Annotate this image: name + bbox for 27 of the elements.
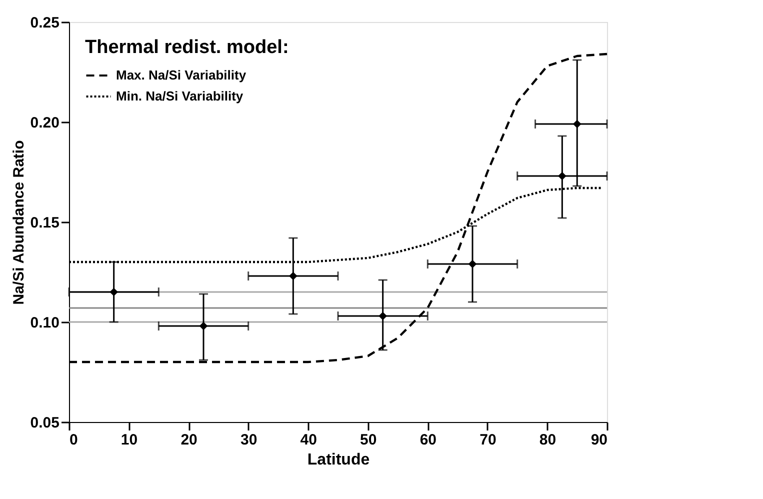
x-tick-label: 40 — [300, 432, 317, 448]
x-tick-label: 20 — [180, 432, 198, 448]
x-tick-label: 90 — [590, 432, 608, 448]
point — [378, 312, 388, 320]
x-tick-label: 50 — [360, 432, 377, 448]
x-tick-label: 30 — [240, 432, 258, 448]
y-tick-label: 0.10 — [30, 314, 60, 332]
x-tick-label: 10 — [120, 432, 138, 448]
y-axis-title: Na/Si Abundance Ratio — [10, 140, 28, 305]
y-tick-label: 0.15 — [30, 214, 60, 232]
y-tick-label: 0.20 — [30, 114, 60, 132]
legend-label: Min. Na/Si Variability — [116, 88, 244, 104]
point — [288, 272, 298, 280]
point — [468, 260, 477, 268]
legend-title: Thermal redist. model: — [85, 37, 289, 58]
point — [572, 120, 582, 128]
x-axis-title: Latitude — [307, 452, 370, 468]
x-tick-label: 70 — [480, 432, 496, 448]
y-tick-label: 0.05 — [30, 414, 60, 432]
legend-label: Max. Na/Si Variability — [116, 68, 247, 82]
point — [199, 322, 208, 330]
x-tick-label: 0 — [70, 432, 78, 448]
point — [110, 288, 118, 296]
point — [558, 172, 566, 180]
x-tick-label: 80 — [539, 432, 556, 448]
x-tick-label: 60 — [420, 432, 437, 448]
y-tick-label: 0.25 — [30, 14, 60, 32]
